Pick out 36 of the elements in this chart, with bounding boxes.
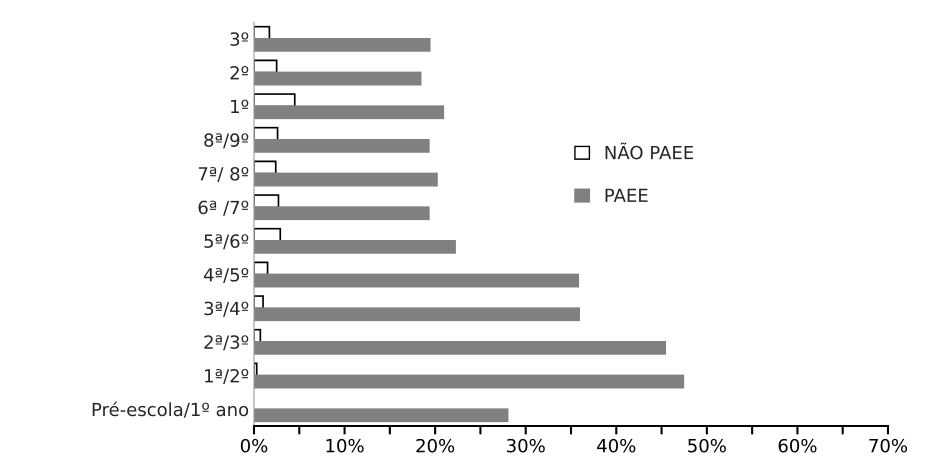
bar [254,206,430,220]
x-tick-label: 30% [507,438,545,452]
x-tick-label: 0% [240,438,268,452]
y-tick-label: 8ª/9º [204,133,248,148]
bar [254,139,430,153]
y-tick-label: Pré-escola/1º ano [92,402,248,418]
bar [254,374,684,388]
x-tick-label: 70% [869,438,908,452]
y-tick-label: 6ª /7º [198,200,248,216]
y-tick-label: 3ª/4º [204,302,248,317]
bar [254,194,280,208]
x-tick-label: 10% [326,438,364,452]
bar [254,408,508,422]
bar [254,172,438,186]
x-tick-label: 20% [416,438,454,452]
legend-label: NÃO PAEE [606,142,694,160]
bar [254,93,296,107]
y-tick-label: 5ª/6º [204,234,248,250]
y-tick-label: 1ª/2º [205,368,248,384]
bar [254,105,444,120]
bar [254,72,422,86]
y-tick-label: 4ª/5º [204,268,248,284]
legend-label: PAEE [606,188,648,202]
x-tick-label: 50% [688,438,726,452]
y-tick-label: 7ª/ 8º [198,166,248,182]
bar [254,274,580,288]
x-tick-label: 40% [597,438,636,452]
y-tick-label: 2ª/3º [204,335,248,350]
x-tick-label: 60% [778,438,816,452]
y-tick-label: 1º [231,100,248,114]
bar [254,240,456,254]
y-tick-label: 2º [230,66,248,80]
bar [254,341,666,355]
bar [254,307,580,322]
bar [254,38,431,52]
y-tick-label: 3º [230,32,248,46]
